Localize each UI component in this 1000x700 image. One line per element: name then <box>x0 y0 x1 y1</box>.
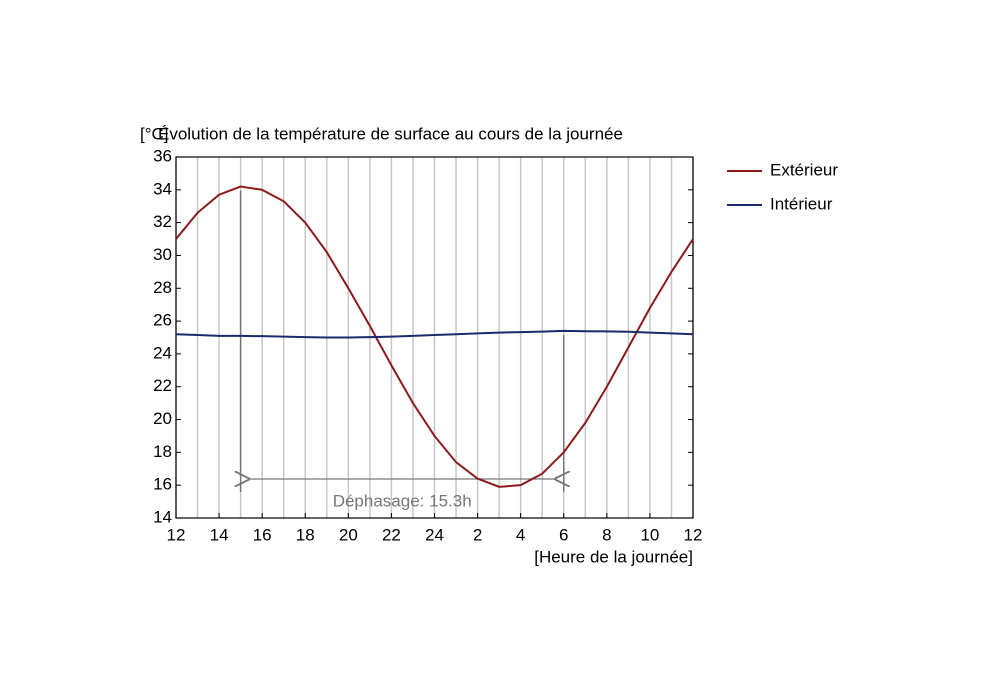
annotation: Déphasage: 15.3h <box>333 491 472 510</box>
legend-label: Intérieur <box>770 194 833 213</box>
x-tick-label: 12 <box>684 525 703 544</box>
series-line <box>175 329 694 339</box>
x-tick-label: 2 <box>473 525 482 544</box>
x-tick-label: 20 <box>339 525 358 544</box>
y-tick-label: 18 <box>153 442 172 461</box>
x-tick-label: 8 <box>602 525 611 544</box>
y-tick-label: 28 <box>153 278 172 297</box>
series-line <box>175 185 694 488</box>
y-tick-label: 26 <box>153 311 172 330</box>
chart-title: Évolution de la température de surface a… <box>158 124 623 143</box>
x-tick-label: 18 <box>296 525 315 544</box>
legend-label: Extérieur <box>770 160 838 179</box>
x-tick-label: 22 <box>382 525 401 544</box>
y-tick-label: 14 <box>153 507 172 526</box>
x-tick-label: 12 <box>167 525 186 544</box>
y-axis-label: [°C] <box>140 124 169 143</box>
y-tick-label: 24 <box>153 343 172 362</box>
x-tick-label: 6 <box>559 525 568 544</box>
x-tick-label: 14 <box>210 525 229 544</box>
x-axis-label: [Heure de la journée] <box>534 547 693 566</box>
y-tick-label: 20 <box>153 409 172 428</box>
y-tick-label: 30 <box>153 245 172 264</box>
x-tick-label: 16 <box>253 525 272 544</box>
x-tick-label: 4 <box>516 525 525 544</box>
y-tick-label: 16 <box>153 475 172 494</box>
x-tick-label: 10 <box>640 525 659 544</box>
y-tick-label: 34 <box>153 179 172 198</box>
y-tick-label: 22 <box>153 376 172 395</box>
y-tick-label: 36 <box>153 146 172 165</box>
x-tick-label: 24 <box>425 525 444 544</box>
y-tick-label: 32 <box>153 212 172 231</box>
